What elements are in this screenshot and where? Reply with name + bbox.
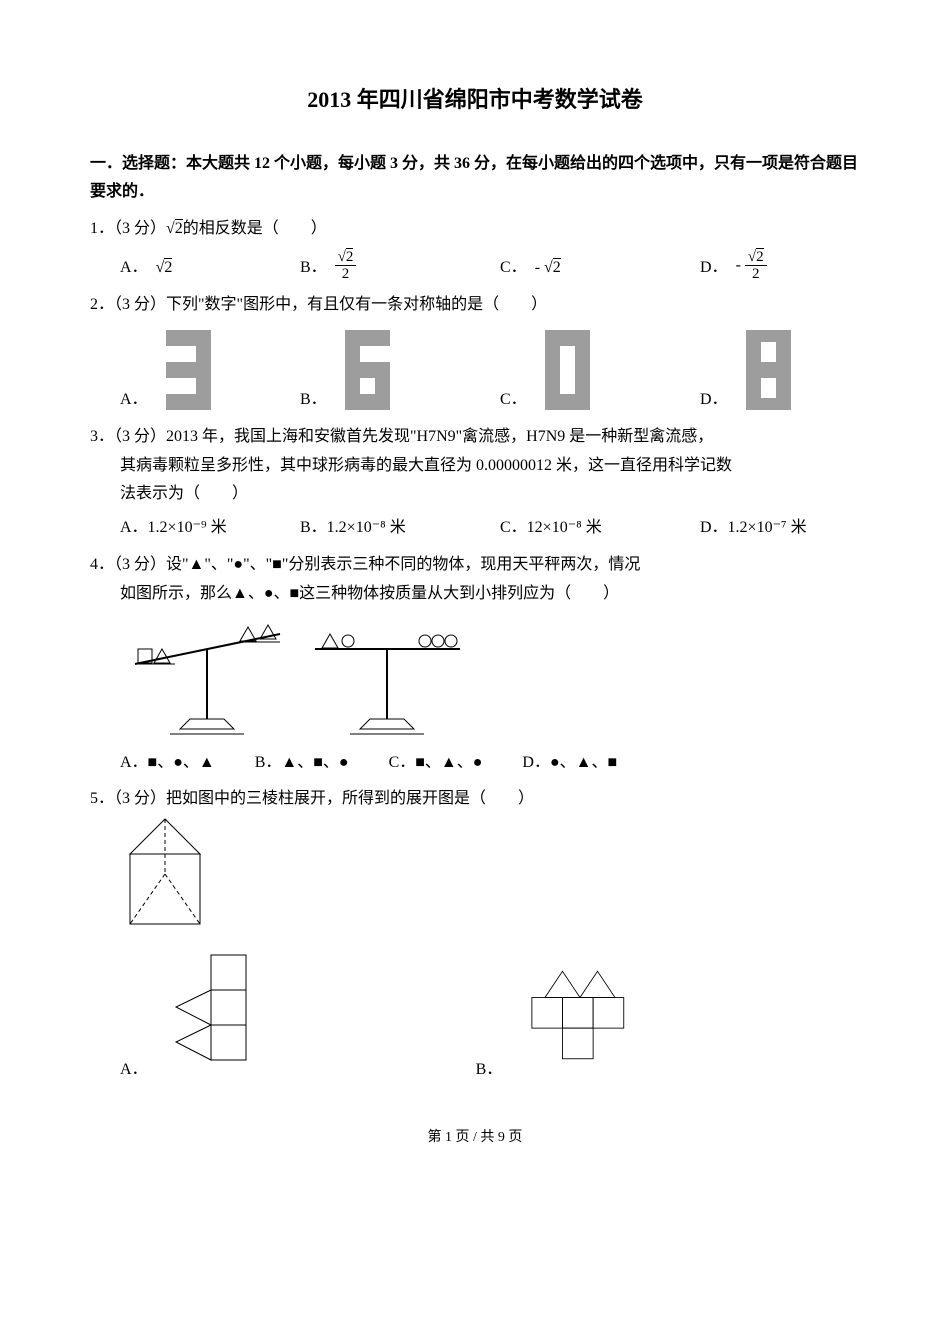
question-4: 4．（3 分）设"▲"、"●"、"■"分别表示三种不同的物体，现用天平秤两次，情…	[90, 551, 860, 777]
triangular-prism-icon	[120, 814, 210, 934]
q1-opt-d: D． - √22	[700, 249, 767, 283]
q3-opt-c: C．12×10⁻⁸ 米	[500, 514, 670, 543]
q4-opt-a: A．■、●、▲	[120, 749, 215, 778]
q2-opt-d: D．	[700, 325, 806, 415]
opt-label: A．	[120, 254, 148, 283]
opt-label: A．	[120, 386, 148, 415]
q1-stem-post: 的相反数是（ ）	[183, 220, 327, 237]
net-a-icon	[156, 945, 296, 1085]
q3-stem-3: 法表示为（ ）	[120, 480, 860, 509]
opt-label: D．	[700, 386, 728, 415]
question-5: 5．（3 分）把如图中的三棱柱展开，所得到的展开图是（ ） A． B．	[90, 785, 860, 1085]
q1-opt-b: B． √22	[300, 249, 470, 283]
opt-text: A．1.2×10⁻⁹ 米	[120, 514, 227, 543]
q4-opt-d: D．●、▲、■	[522, 749, 617, 778]
opt-label: B．	[300, 254, 327, 283]
q2-opt-c: C．	[500, 325, 670, 415]
q5-opt-b: B．	[476, 945, 651, 1085]
opt-label: A．	[120, 1056, 148, 1085]
balance-scale-1-icon	[120, 609, 300, 749]
q3-stem-2: 其病毒颗粒呈多形性，其中球形病毒的最大直径为 0.00000012 米，这一直径…	[120, 452, 860, 481]
q2-opt-b: B．	[300, 325, 470, 415]
opt-label: C．	[500, 386, 527, 415]
q1-stem-pre: 1．（3 分）	[90, 220, 166, 237]
neg-sqrt2-icon: - √2	[535, 254, 561, 283]
question-1: 1．（3 分）√2的相反数是（ ） A． √2 B． √22 C． - √2 D…	[90, 215, 860, 283]
opt-label: B．	[476, 1056, 503, 1085]
opt-text: C．12×10⁻⁸ 米	[500, 514, 602, 543]
digit-6-icon	[335, 325, 405, 415]
q2-stem: 2．（3 分）下列"数字"图形中，有且仅有一条对称轴的是（ ）	[90, 291, 860, 320]
page-title: 2013 年四川省绵阳市中考数学试卷	[90, 80, 860, 120]
opt-text: B．1.2×10⁻⁸ 米	[300, 514, 406, 543]
question-2: 2．（3 分）下列"数字"图形中，有且仅有一条对称轴的是（ ） A． B． C．	[90, 291, 860, 415]
q4-opt-c: C．■、▲、●	[389, 749, 483, 778]
opt-label: D．	[700, 254, 728, 283]
opt-text: D．1.2×10⁻⁷ 米	[700, 514, 807, 543]
neg-frac-icon: - √22	[736, 249, 767, 283]
digit-8-icon	[736, 325, 806, 415]
q1-opt-c: C． - √2	[500, 254, 670, 283]
balance-scale-2-icon	[300, 609, 480, 749]
q4-stem-1: 4．（3 分）设"▲"、"●"、"■"分别表示三种不同的物体，现用天平秤两次，情…	[90, 551, 860, 580]
digit-0-icon	[535, 325, 605, 415]
net-b-icon	[510, 945, 650, 1085]
page-footer: 第 1 页 / 共 9 页	[90, 1125, 860, 1150]
q2-opt-a: A．	[120, 325, 270, 415]
q5-opt-a: A．	[120, 945, 296, 1085]
q5-stem: 5．（3 分）把如图中的三棱柱展开，所得到的展开图是（ ）	[90, 785, 860, 814]
q1-sqrt2: √2	[166, 219, 183, 237]
q1-opt-a: A． √2	[120, 254, 270, 283]
opt-label: C．	[500, 254, 527, 283]
q4-opt-b: B．▲、■、●	[255, 749, 349, 778]
q4-stem-2: 如图所示，那么▲、●、■这三种物体按质量从大到小排列应为（ ）	[120, 580, 860, 609]
q3-opt-d: D．1.2×10⁻⁷ 米	[700, 514, 807, 543]
section-header: 一．选择题：本大题共 12 个小题，每小题 3 分，共 36 分，在每小题给出的…	[90, 150, 860, 208]
question-3: 3．（3 分）2013 年，我国上海和安徽首先发现"H7N9"禽流感，H7N9 …	[90, 423, 860, 543]
frac-sqrt2-over-2: √22	[335, 249, 357, 283]
digit-3-icon	[156, 325, 226, 415]
q3-opt-a: A．1.2×10⁻⁹ 米	[120, 514, 270, 543]
q3-stem-1: 3．（3 分）2013 年，我国上海和安徽首先发现"H7N9"禽流感，H7N9 …	[90, 423, 860, 452]
sqrt2-icon: √2	[156, 254, 173, 283]
q3-opt-b: B．1.2×10⁻⁸ 米	[300, 514, 470, 543]
opt-label: B．	[300, 386, 327, 415]
